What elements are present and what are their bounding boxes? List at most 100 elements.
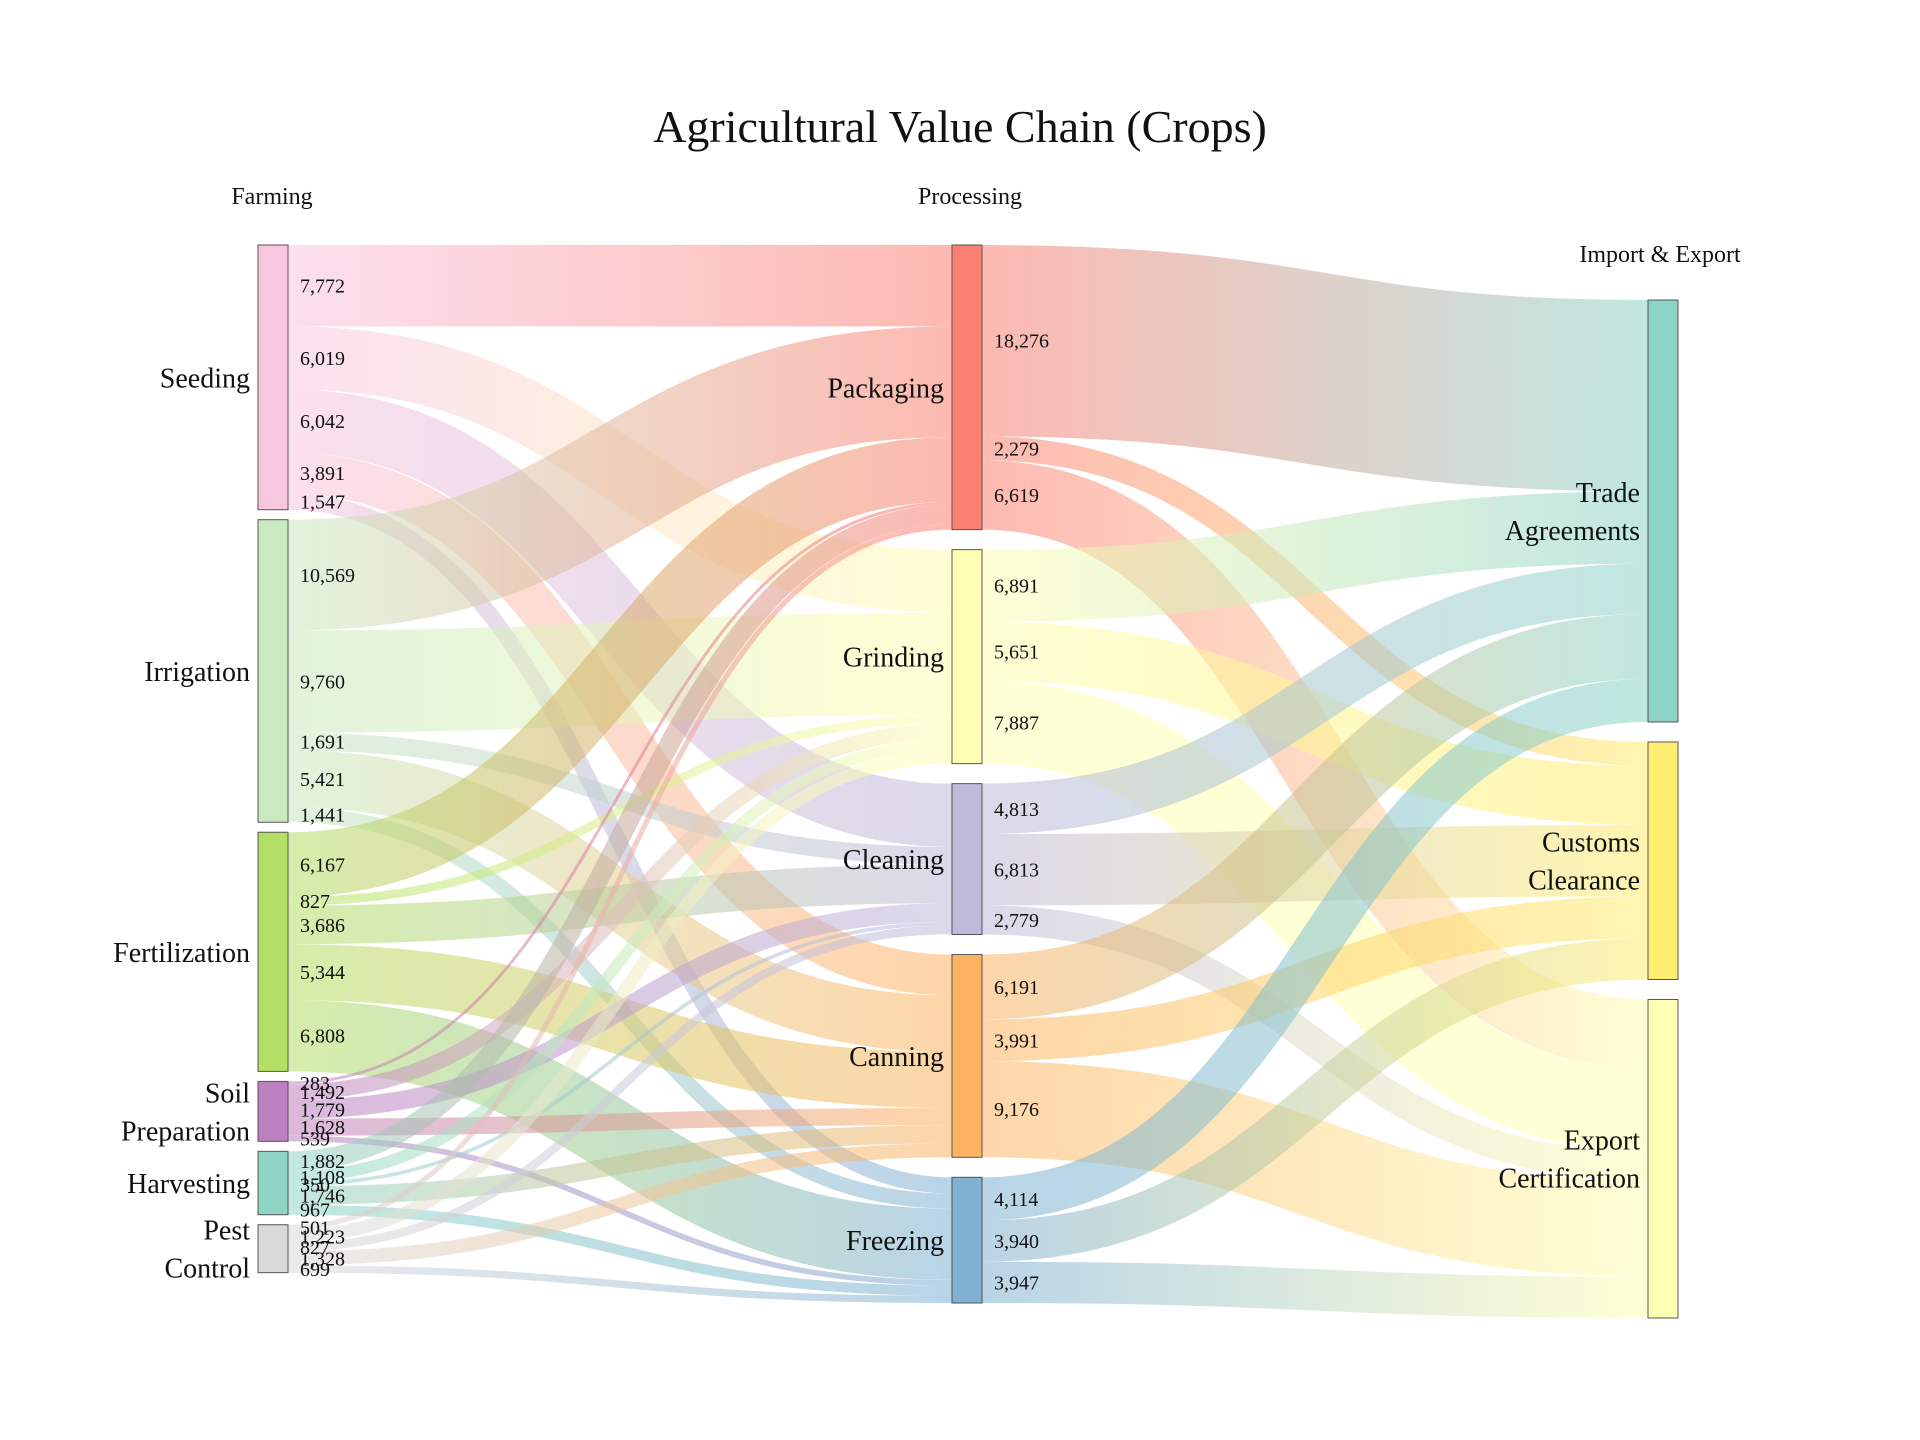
link-freezing-to-export-certification[interactable]: [981, 1261, 1649, 1319]
node-freezing[interactable]: [951, 1176, 983, 1304]
column-header-processing: Processing: [918, 184, 1022, 210]
flow-value-cleaning-to-customs-clearance: 6,813: [994, 860, 1039, 882]
flow-value-canning-to-customs-clearance: 3,991: [994, 1030, 1039, 1052]
flow-value-irrigation-to-cleaning: 1,691: [300, 732, 345, 754]
node-seeding[interactable]: [257, 244, 289, 511]
link-fertilization-to-canning[interactable]: [287, 944, 953, 1109]
node-pest-control[interactable]: [257, 1224, 289, 1274]
link-soil-preparation-to-packaging[interactable]: [287, 501, 953, 1085]
node-irrigation[interactable]: [257, 519, 289, 823]
links-layer: [287, 244, 1649, 1319]
node-fertilization[interactable]: [257, 831, 289, 1072]
node-grinding[interactable]: [951, 549, 983, 765]
flow-value-irrigation-to-freezing: 1,441: [300, 805, 345, 827]
flow-value-pest-control-to-grinding: 1,223: [300, 1226, 345, 1248]
link-irrigation-to-cleaning[interactable]: [287, 732, 953, 865]
link-pest-control-to-freezing[interactable]: [287, 1265, 953, 1304]
node-canning[interactable]: [951, 954, 983, 1158]
link-pest-control-to-canning[interactable]: [287, 1143, 953, 1266]
node-harvesting[interactable]: [257, 1150, 289, 1216]
flow-value-harvesting-to-cleaning: 350: [300, 1174, 330, 1196]
link-cleaning-to-customs-clearance[interactable]: [981, 825, 1649, 906]
flow-value-grinding-to-trade-agreements: 6,891: [994, 576, 1039, 598]
flow-value-fertilization-to-cleaning: 3,686: [300, 915, 345, 937]
flow-value-freezing-to-trade-agreements: 4,114: [994, 1189, 1038, 1211]
node-cleaning[interactable]: [951, 783, 983, 936]
link-irrigation-to-packaging[interactable]: [287, 326, 953, 631]
flow-value-seeding-to-freezing: 1,547: [300, 492, 345, 514]
node-label-export-certification: Export Certification: [1498, 1126, 1640, 1195]
flow-value-seeding-to-packaging: 7,772: [300, 276, 345, 298]
node-label-seeding: Seeding: [160, 363, 250, 394]
link-harvesting-to-cleaning[interactable]: [287, 921, 953, 1187]
flow-value-cleaning-to-trade-agreements: 4,813: [994, 799, 1039, 821]
flow-value-pest-control-to-freezing: 699: [300, 1259, 330, 1281]
flow-value-irrigation-to-grinding: 9,760: [300, 672, 345, 694]
link-canning-to-trade-agreements[interactable]: [981, 614, 1649, 1020]
link-harvesting-to-packaging[interactable]: [287, 504, 953, 1172]
flow-value-harvesting-to-freezing: 967: [300, 1200, 330, 1222]
link-harvesting-to-grinding[interactable]: [287, 739, 953, 1183]
flow-value-pest-control-to-cleaning: 827: [300, 1237, 330, 1259]
flow-value-harvesting-to-grinding: 1,108: [300, 1167, 345, 1189]
flow-value-freezing-to-export-certification: 3,947: [994, 1272, 1039, 1294]
flow-value-seeding-to-cleaning: 6,042: [300, 411, 345, 433]
node-label-harvesting: Harvesting: [127, 1169, 250, 1200]
link-fertilization-to-freezing[interactable]: [287, 1000, 953, 1280]
flow-value-fertilization-to-freezing: 6,808: [300, 1026, 345, 1048]
link-pest-control-to-packaging[interactable]: [287, 524, 953, 1230]
node-label-grinding: Grinding: [843, 643, 944, 674]
node-trade-agreements[interactable]: [1647, 299, 1679, 723]
link-grinding-to-trade-agreements[interactable]: [981, 491, 1649, 622]
node-soil-preparation[interactable]: [257, 1080, 289, 1142]
flow-value-fertilization-to-canning: 5,344: [300, 962, 345, 984]
flow-value-seeding-to-canning: 3,891: [300, 463, 345, 485]
column-header-farming: Farming: [231, 184, 312, 210]
flow-value-seeding-to-grinding: 6,019: [300, 348, 345, 370]
link-packaging-to-trade-agreements[interactable]: [981, 245, 1649, 492]
column-header-import-export: Import & Export: [1579, 242, 1741, 268]
flow-value-packaging-to-export-certification: 6,619: [994, 485, 1039, 507]
node-label-irrigation: Irrigation: [144, 657, 250, 688]
chart-title: Agricultural Value Chain (Crops): [653, 101, 1267, 152]
link-pest-control-to-grinding[interactable]: [287, 750, 953, 1243]
link-soil-preparation-to-canning[interactable]: [287, 1108, 953, 1136]
flow-value-cleaning-to-export-certification: 2,779: [994, 910, 1039, 932]
flow-value-soil-preparation-to-grinding: 1,492: [300, 1082, 345, 1104]
flow-value-canning-to-export-certification: 9,176: [994, 1099, 1039, 1121]
node-label-soil-preparation: Soil Preparation: [121, 1078, 250, 1147]
node-export-certification[interactable]: [1647, 998, 1679, 1319]
node-packaging[interactable]: [951, 244, 983, 531]
flow-value-packaging-to-customs-clearance: 2,279: [994, 438, 1039, 460]
link-fertilization-to-grinding[interactable]: [287, 714, 953, 906]
flow-value-canning-to-trade-agreements: 6,191: [994, 977, 1039, 999]
flow-value-irrigation-to-canning: 5,421: [300, 769, 345, 791]
nodes-layer: [257, 244, 1679, 1319]
flow-value-soil-preparation-to-cleaning: 1,779: [300, 1099, 345, 1121]
flow-value-harvesting-to-canning: 1,746: [300, 1185, 345, 1207]
link-freezing-to-customs-clearance[interactable]: [981, 938, 1649, 1262]
link-fertilization-to-packaging[interactable]: [287, 437, 953, 897]
node-label-freezing: Freezing: [846, 1226, 944, 1257]
node-label-cleaning: Cleaning: [843, 845, 944, 876]
labels-layer: 7,772 6,019 6,042 3,891 1,547 10,569 9,760 1,69…: [113, 276, 1640, 1295]
flow-value-harvesting-to-packaging: 1,882: [300, 1151, 345, 1173]
link-freezing-to-trade-agreements[interactable]: [981, 678, 1649, 1221]
flow-value-soil-preparation-to-freezing: 539: [300, 1129, 330, 1151]
link-pest-control-to-cleaning[interactable]: [287, 925, 953, 1252]
node-customs-clearance[interactable]: [1647, 741, 1679, 980]
flow-value-fertilization-to-packaging: 6,167: [300, 855, 345, 877]
node-label-pest-control: Pest Control: [164, 1216, 250, 1285]
flow-value-soil-preparation-to-packaging: 283: [300, 1073, 330, 1095]
link-packaging-to-export-certification[interactable]: [981, 460, 1649, 1069]
flow-value-packaging-to-trade-agreements: 18,276: [994, 331, 1049, 353]
link-soil-preparation-to-grinding[interactable]: [287, 723, 953, 1100]
flow-value-pest-control-to-packaging: 501: [300, 1217, 330, 1239]
flow-value-soil-preparation-to-canning: 1,628: [300, 1117, 345, 1139]
link-cleaning-to-trade-agreements[interactable]: [981, 563, 1649, 835]
link-soil-preparation-to-cleaning[interactable]: [287, 903, 953, 1119]
node-label-fertilization: Fertilization: [113, 938, 250, 969]
link-canning-to-export-certification[interactable]: [981, 1061, 1649, 1277]
